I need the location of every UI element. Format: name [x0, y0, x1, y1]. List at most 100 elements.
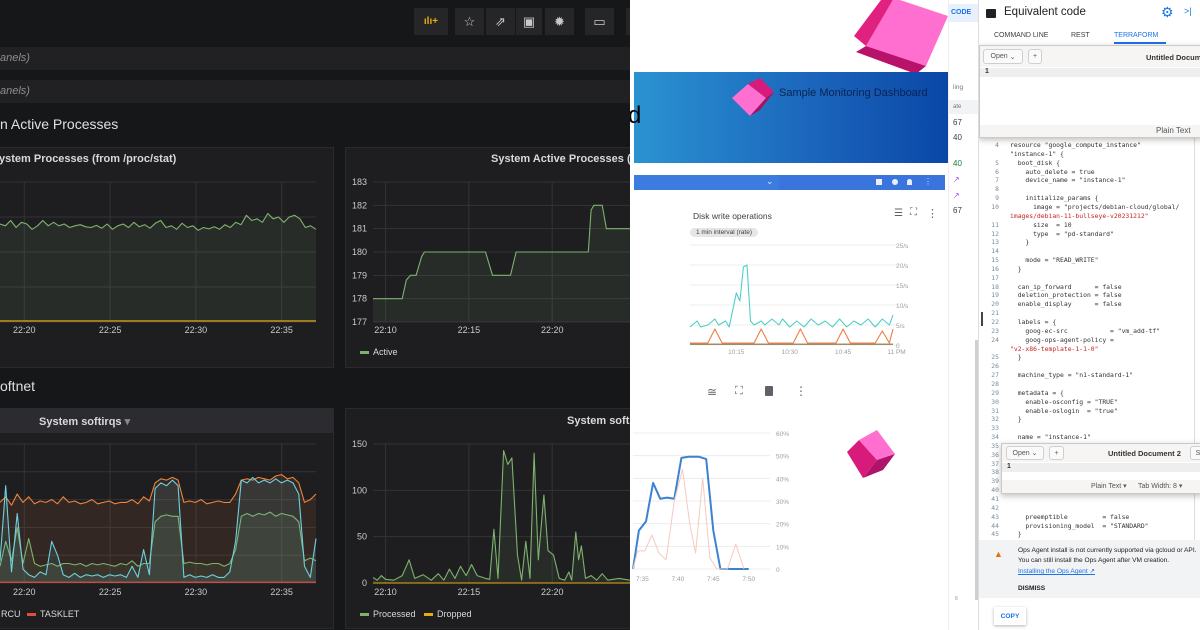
panel-title[interactable]: System softirqs ▾: [39, 415, 130, 428]
warning-banner: ▲ Ops Agent install is not currently sup…: [979, 540, 1200, 598]
code-editor[interactable]: 4 resource "google_compute_instance" "inst…: [983, 135, 1195, 556]
code-line: 22 labels = {: [983, 318, 1056, 327]
equivalent-code-button[interactable]: CODE: [949, 4, 978, 22]
share-icon[interactable]: ⇗: [486, 8, 515, 35]
code-line: 14: [983, 247, 1010, 256]
line-number: 9: [995, 194, 999, 203]
table-header: ling: [953, 84, 964, 91]
panel-title[interactable]: System softn: [567, 415, 630, 427]
language-selector[interactable]: Plain Text ▾: [1091, 483, 1127, 490]
code-line: 43 preemptible = false: [983, 513, 1129, 522]
code-line: 29 metadata = {: [983, 389, 1064, 398]
collapse-panel-icon[interactable]: >|: [1184, 6, 1192, 16]
dismiss-button[interactable]: DISMISS: [1018, 585, 1046, 592]
line-number: 26: [991, 362, 999, 371]
line-number: 17: [991, 273, 999, 282]
copy-button[interactable]: COPY: [994, 607, 1026, 625]
dashboard-banner: d Sample Monitoring Dashboard: [630, 72, 948, 163]
code-text: deletion_protection = false: [1010, 291, 1122, 300]
line-number: 38: [991, 468, 999, 477]
section-title[interactable]: n Active Processes: [0, 116, 119, 132]
tab-width-selector[interactable]: Tab Width: 8 ▾: [1138, 483, 1183, 490]
panel-system-processes: ystem Processes (from /proc/stat): [0, 147, 334, 368]
code-text: goog-ec-src = "vm_add-tf": [1010, 326, 1161, 335]
language-selector[interactable]: Plain Text: [1156, 126, 1191, 135]
code-text: }: [1010, 238, 1030, 247]
code-text: }: [1010, 353, 1022, 362]
chevron-down-icon[interactable]: ▾: [124, 416, 131, 428]
warning-icon: ▲: [994, 549, 1003, 559]
collapsed-row[interactable]: anels): [0, 80, 630, 103]
legend-item[interactable]: RCU: [1, 609, 21, 619]
line-number: 21: [991, 309, 999, 318]
monitor-icon[interactable]: ▭: [585, 8, 614, 35]
text-area[interactable]: 1: [1002, 462, 1200, 480]
fullscreen-icon[interactable]: ⛶: [735, 385, 743, 397]
interval-chip[interactable]: 1 min interval (rate): [690, 228, 758, 237]
code-line: 25 }: [983, 353, 1022, 362]
tab-rest[interactable]: REST: [1071, 32, 1090, 39]
panel-title[interactable]: System Active Processes (fro: [491, 153, 630, 165]
new-tab-icon[interactable]: +: [1028, 49, 1042, 64]
help-icon[interactable]: [892, 179, 898, 185]
installing-ops-agent-link[interactable]: Installing the Ops Agent ↗: [1018, 568, 1096, 575]
grid-icon[interactable]: [876, 179, 882, 185]
legend-icon[interactable]: ☰: [894, 208, 903, 219]
line-number: 8: [995, 185, 999, 194]
save-icon[interactable]: ▣: [516, 8, 542, 35]
code-text: initialize_params {: [1010, 194, 1099, 203]
code-line: "v2-x86-template-1-1-0": [983, 345, 1099, 354]
code-line: 5 boot_disk {: [983, 159, 1060, 168]
dashboard-toolbar: ⌄ ⋮: [634, 175, 945, 190]
gear-icon[interactable]: ⚙: [1161, 4, 1174, 20]
new-tab-icon[interactable]: +: [1049, 446, 1064, 460]
star-icon[interactable]: ☆: [455, 8, 484, 35]
legend-icon[interactable]: ≅: [707, 385, 718, 399]
code-line: 37: [983, 460, 1010, 469]
panel-title[interactable]: ystem Processes (from /proc/stat): [0, 153, 177, 165]
text-area[interactable]: 1: [980, 67, 1200, 125]
banner-partial-text: d: [630, 102, 642, 129]
add-panel-icon[interactable]: ılı+: [414, 8, 448, 35]
code-text: "instance-1" {: [1010, 149, 1064, 158]
code-text: }: [1010, 530, 1022, 539]
section-title[interactable]: oftnet: [0, 378, 36, 394]
line-number: 11: [991, 220, 999, 229]
more-vert-icon[interactable]: ⋮: [924, 177, 932, 186]
legend-item[interactable]: Processed: [360, 609, 416, 619]
save-button[interactable]: S: [1190, 446, 1200, 460]
code-line: 9 initialize_params {: [983, 194, 1099, 203]
line-number: 45: [991, 530, 999, 539]
open-button[interactable]: Open ⌄: [1006, 446, 1044, 460]
cube-graphic: [854, 0, 948, 74]
external-link-icon[interactable]: ↗: [953, 191, 960, 200]
external-link-icon[interactable]: ↗: [953, 175, 960, 184]
line-number: 35: [991, 441, 999, 450]
fullscreen-icon[interactable]: ⛶: [910, 207, 917, 218]
bell-icon[interactable]: [907, 179, 912, 185]
line-number: 33: [991, 424, 999, 433]
line-number: 16: [991, 264, 999, 273]
line-number: 1: [1007, 463, 1011, 470]
legend-item[interactable]: Dropped: [424, 609, 472, 619]
chevron-down-icon[interactable]: ⌄: [766, 176, 774, 186]
tab-terraform[interactable]: TERRAFORM: [1114, 32, 1166, 44]
more-vert-icon[interactable]: ⋮: [927, 208, 938, 220]
code-line: 35: [983, 442, 1010, 451]
delete-icon[interactable]: [765, 386, 773, 396]
legend-marker: [27, 612, 36, 616]
toolbar-button-partial[interactable]: [626, 8, 630, 35]
line-number: 42: [991, 503, 999, 512]
line-number: 18: [991, 282, 999, 291]
tab-command-line[interactable]: COMMAND LINE: [994, 32, 1049, 39]
scrollbar[interactable]: [975, 340, 978, 600]
open-button[interactable]: Open ⌄: [983, 49, 1023, 64]
code-text: name = "instance-1": [1010, 433, 1091, 442]
legend-item[interactable]: Active: [360, 347, 398, 357]
line-number: 30: [991, 397, 999, 406]
more-vert-icon[interactable]: ⋮: [795, 384, 807, 398]
legend-item[interactable]: TASKLET: [27, 609, 79, 619]
gear-icon[interactable]: ✹: [545, 8, 574, 35]
collapsed-row[interactable]: anels): [0, 47, 630, 70]
monitoring-dashboard: d Sample Monitoring Dashboard ⌄ ⋮ Disk w…: [630, 0, 978, 630]
